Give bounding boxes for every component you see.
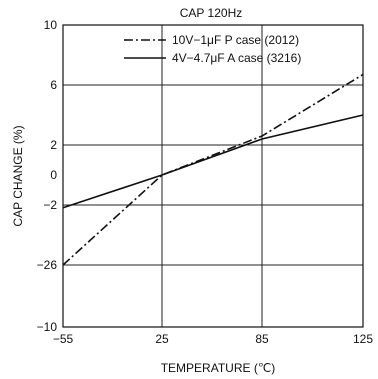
y-tick-label: 10 [44, 18, 58, 32]
series-layer [62, 73, 364, 266]
legend-label-1: 10V−1μF P case (2012) [172, 33, 299, 47]
y-axis-title: CAP CHANGE (%) [11, 125, 25, 226]
x-axis-title: TEMPERATURE (℃) [161, 361, 276, 375]
x-tick-label: −55 [53, 332, 74, 346]
grid [63, 25, 363, 327]
y-tick-label: 6 [50, 78, 57, 92]
y-tick-label: −10 [37, 320, 58, 334]
series-line-1 [62, 73, 364, 266]
y-tick-label: −26 [37, 258, 58, 272]
legend-label-2: 4V−4.7μF A case (3216) [172, 51, 301, 65]
legend: 10V−1μF P case (2012) 4V−4.7μF A case (32… [124, 33, 301, 65]
x-tick-label: 25 [155, 332, 169, 346]
x-tick-label: 125 [353, 332, 373, 346]
plot-frame [62, 24, 364, 328]
y-tick-label: 2 [50, 138, 57, 152]
chart-title: CAP 120Hz [180, 6, 242, 20]
y-tick-label: 0 [50, 168, 57, 182]
y-tick-label: −2 [43, 198, 57, 212]
series-line-2 [62, 114, 364, 209]
tick-labels: 10 6 2 0 −2 −26 −10−55 25 85 125 [37, 18, 374, 346]
x-tick-label: 85 [255, 332, 269, 346]
